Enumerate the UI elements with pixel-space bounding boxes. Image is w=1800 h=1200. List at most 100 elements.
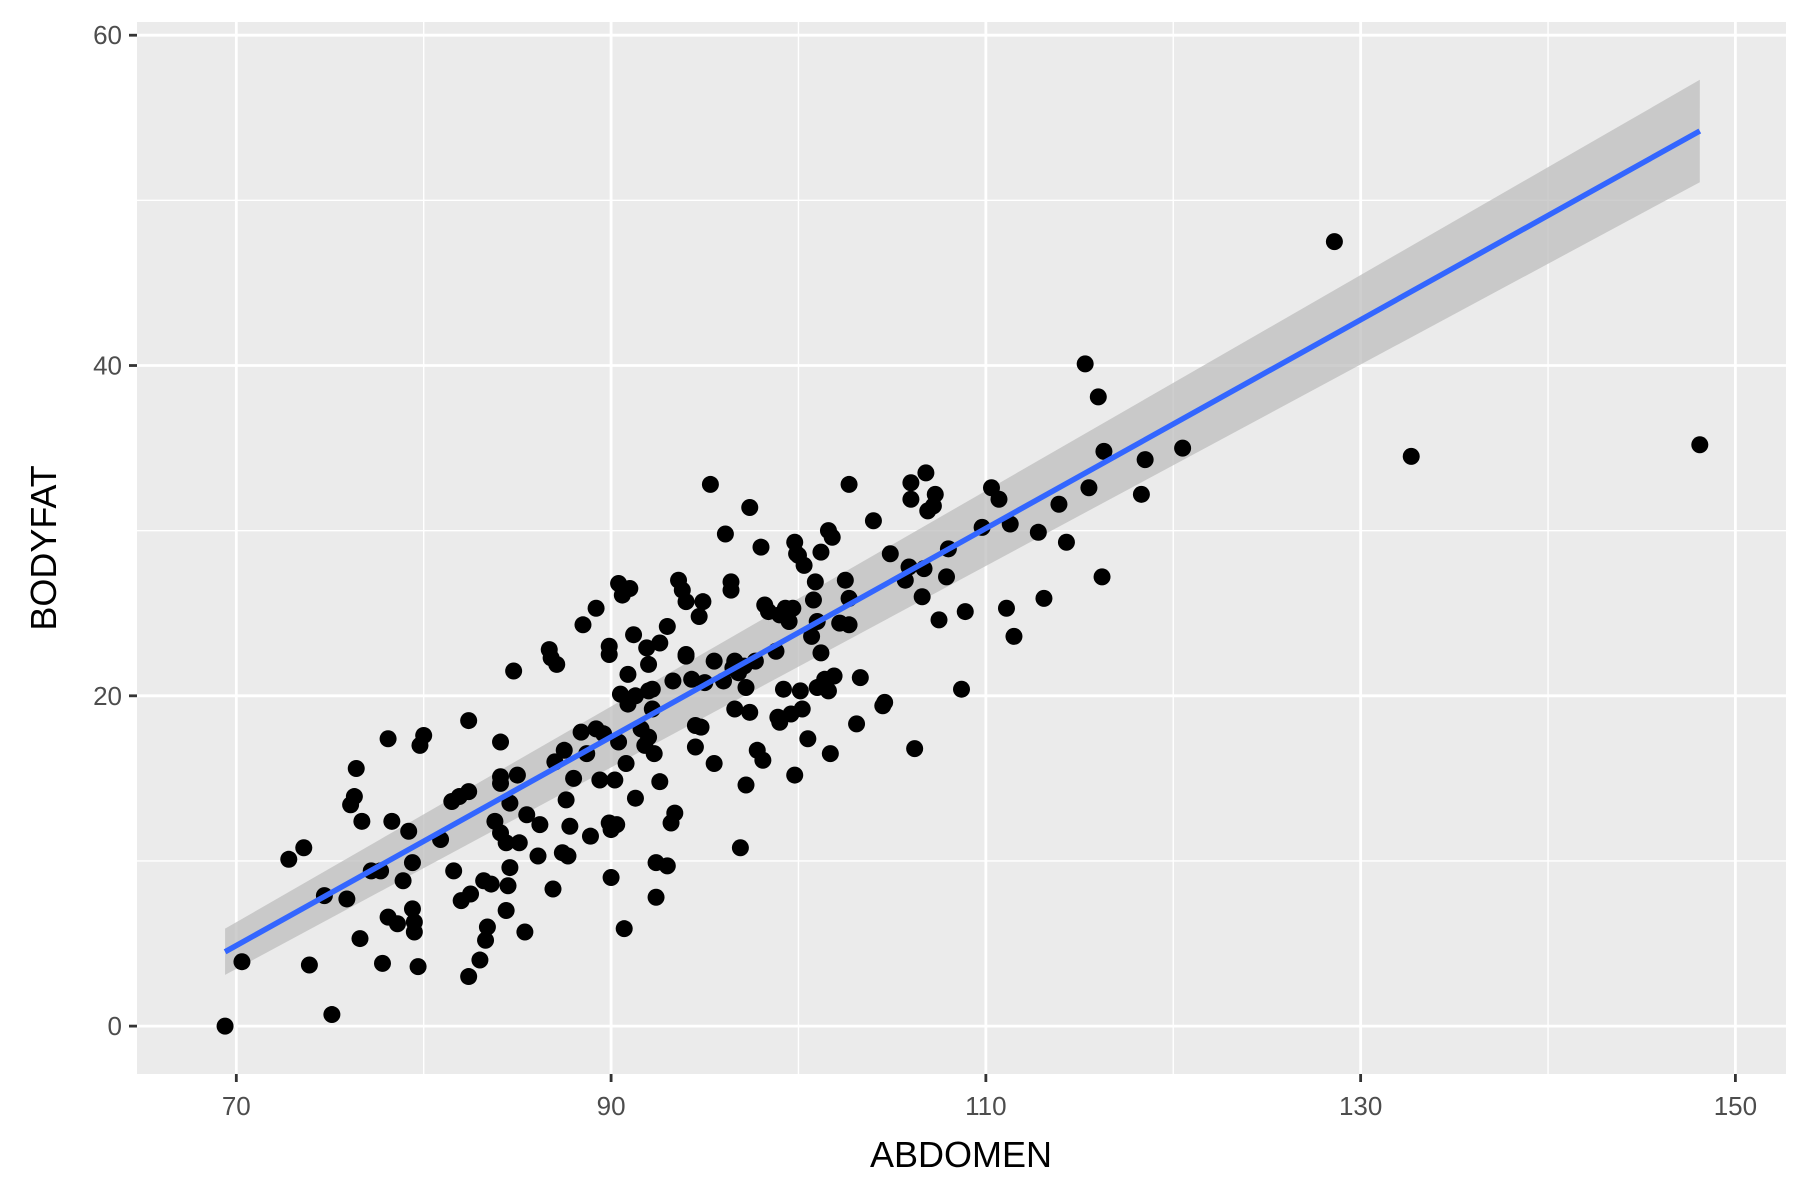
data-point — [716, 525, 734, 543]
data-point — [651, 634, 669, 652]
y-axis-tick-labels: 0 20 40 60 — [93, 20, 122, 1041]
data-point — [462, 885, 480, 903]
data-point — [216, 1017, 234, 1035]
data-point — [587, 599, 605, 617]
data-point — [351, 930, 369, 948]
data-point — [497, 834, 515, 852]
data-point — [836, 571, 854, 589]
data-point — [677, 646, 695, 664]
data-point — [737, 776, 755, 794]
data-point — [460, 712, 478, 730]
data-point — [300, 956, 318, 974]
data-point — [1050, 495, 1068, 513]
data-point — [544, 880, 562, 898]
data-point — [1402, 447, 1420, 465]
x-axis-tick-labels: 70 90 110 130 150 — [222, 1091, 1757, 1121]
data-point — [821, 745, 839, 763]
data-point — [990, 490, 1008, 508]
data-point — [606, 771, 624, 789]
x-tick-label: 130 — [1339, 1091, 1382, 1121]
data-point — [840, 475, 858, 493]
data-point — [752, 538, 770, 556]
data-point — [705, 755, 723, 773]
data-point — [741, 703, 759, 721]
data-point — [876, 693, 894, 711]
data-point — [1691, 436, 1709, 454]
y-tick-label: 40 — [93, 351, 122, 381]
data-point — [938, 568, 956, 586]
data-point — [518, 806, 536, 824]
data-point — [683, 670, 701, 688]
data-point — [353, 812, 371, 830]
x-tick-label: 110 — [965, 1091, 1006, 1121]
data-point — [1089, 388, 1107, 406]
data-point — [379, 730, 397, 748]
data-point — [388, 915, 406, 933]
data-point — [692, 718, 710, 736]
data-point — [640, 728, 658, 746]
data-point — [516, 923, 534, 941]
data-point — [460, 968, 478, 986]
y-tick-label: 60 — [93, 20, 122, 50]
data-point — [499, 877, 517, 895]
data-point — [726, 700, 744, 718]
data-point — [482, 875, 500, 893]
data-point — [780, 612, 798, 630]
data-point — [881, 545, 899, 563]
data-point — [295, 839, 313, 857]
data-point — [477, 931, 495, 949]
data-point — [492, 733, 510, 751]
data-point — [640, 655, 658, 673]
x-tick-label: 90 — [597, 1091, 626, 1121]
data-point — [403, 854, 421, 872]
data-point — [572, 723, 590, 741]
data-point — [501, 794, 519, 812]
data-point — [602, 868, 620, 886]
data-point — [1132, 485, 1150, 503]
data-point — [561, 817, 579, 835]
data-point — [445, 862, 463, 880]
data-point — [460, 783, 478, 801]
data-point — [1093, 568, 1111, 586]
data-point — [531, 816, 549, 834]
data-point — [651, 773, 669, 791]
data-point — [345, 788, 363, 806]
data-point — [731, 839, 749, 857]
data-point — [471, 951, 489, 969]
data-point — [917, 464, 935, 482]
data-point — [323, 1006, 341, 1024]
data-point — [557, 791, 575, 809]
data-point — [793, 700, 811, 718]
data-point — [664, 672, 682, 690]
data-point — [997, 599, 1015, 617]
data-point — [647, 888, 665, 906]
data-point — [851, 669, 869, 687]
data-point — [686, 738, 704, 756]
data-point — [565, 769, 583, 787]
data-point — [505, 662, 523, 680]
data-point — [1325, 233, 1343, 251]
data-point — [677, 593, 695, 611]
data-point — [694, 593, 712, 611]
data-point — [645, 745, 663, 763]
axis-ticks — [129, 33, 1737, 1082]
data-point — [280, 850, 298, 868]
data-point — [373, 954, 391, 972]
data-point — [559, 847, 577, 865]
data-point — [791, 682, 809, 700]
data-point — [1174, 439, 1192, 457]
data-point — [409, 958, 427, 976]
data-points — [216, 233, 1709, 1035]
data-point — [383, 812, 401, 830]
data-point — [930, 611, 948, 629]
data-point — [812, 543, 830, 561]
data-point — [608, 816, 626, 834]
data-point — [902, 474, 920, 492]
data-point — [405, 923, 423, 941]
data-point — [555, 741, 573, 759]
data-point — [658, 617, 676, 635]
x-axis-title: ABDOMEN — [870, 1134, 1052, 1175]
data-point — [722, 581, 740, 599]
data-point — [1095, 442, 1113, 460]
